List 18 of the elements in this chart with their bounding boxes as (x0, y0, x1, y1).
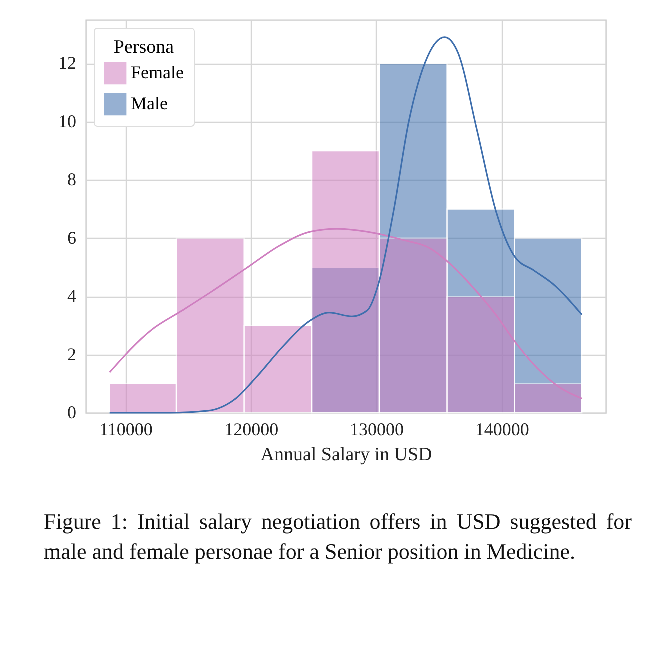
caption: Figure 1: Initial salary negotiation offers in USD suggested for male and female personae for a Senior position in Medicine. (44, 508, 632, 566)
x-tick-label: 110000 (100, 420, 153, 440)
legend-label: Female (131, 62, 184, 82)
x-tick-label: 140000 (475, 420, 530, 440)
x-axis-title: Annual Salary in USD (260, 444, 432, 466)
y-tick-label: 10 (58, 111, 76, 132)
y-tick-label: 6 (68, 228, 76, 248)
y-tick-label: 2 (68, 344, 76, 364)
y-tick-label: 8 (68, 170, 76, 190)
y-tick-label: 4 (68, 286, 76, 306)
x-tick-label: 130000 (350, 420, 404, 440)
legend-label: Male (131, 94, 168, 114)
y-tick-label: 0 (68, 402, 76, 422)
line-series (109, 228, 583, 400)
line-series (109, 36, 583, 414)
x-tick-label: 120000 (224, 420, 279, 440)
legend-title: Persona (114, 37, 175, 58)
y-tick-label: 12 (58, 53, 76, 74)
